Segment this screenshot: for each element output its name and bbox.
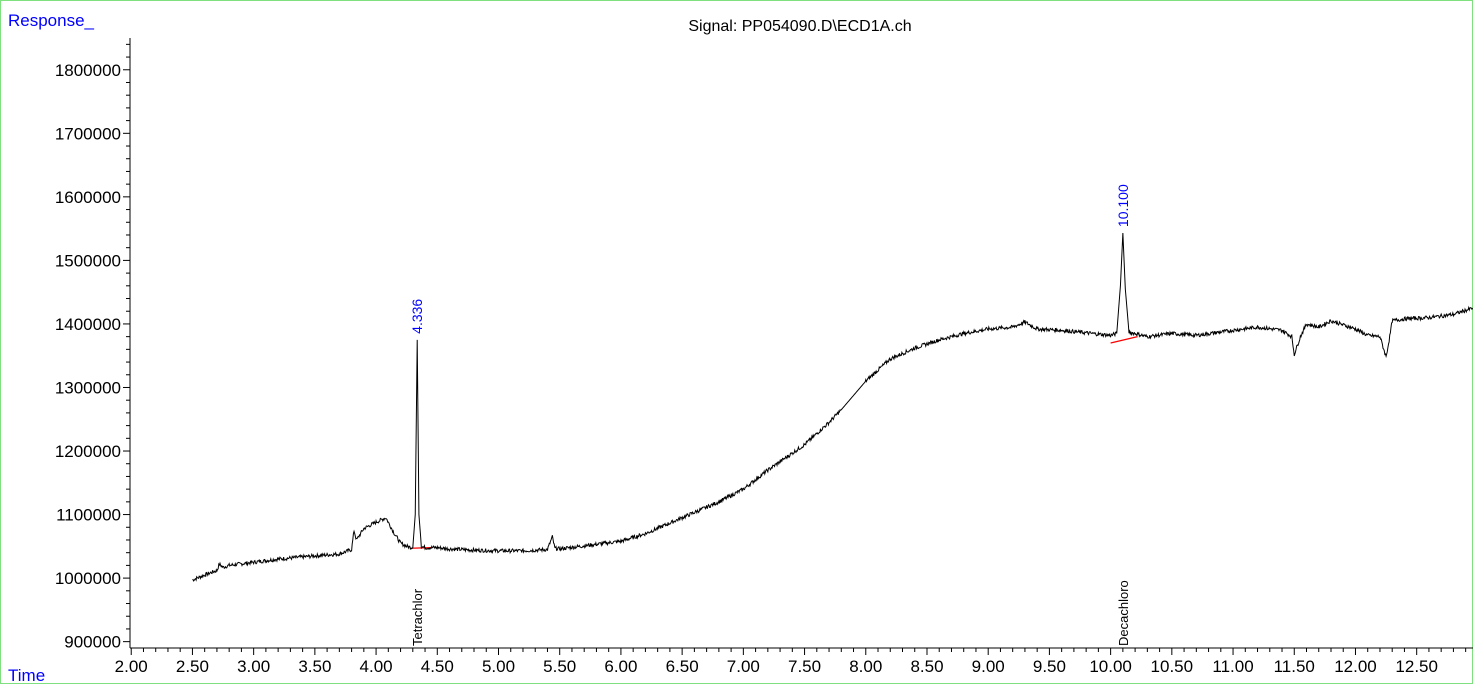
y-tick-label: 900000 [64,633,121,652]
x-tick-label: 2.50 [176,657,209,676]
y-axis-label: Response_ [8,11,95,30]
x-tick-label: 5.50 [543,657,576,676]
x-tick-label: 10.50 [1151,657,1194,676]
axes-group: 2.00 2.50 3.00 3.50 4.00 4.50 5.00 5.50 6.00 6.50… [55,38,1473,676]
y-tick-label: 1600000 [55,188,121,207]
peak-retention-time: 4.336 [409,299,425,334]
x-tick-label: 6.00 [604,657,637,676]
x-tick-label: 8.50 [910,657,943,676]
y-tick-label: 1100000 [56,506,121,525]
x-tick-label: 4.50 [421,657,454,676]
x-tick-label: 9.50 [1033,657,1066,676]
x-tick-label: 6.50 [666,657,699,676]
y-tick-label: 1200000 [55,442,121,461]
peak-compound-name: Decachloro [1116,580,1131,646]
x-tick-label: 7.00 [727,657,760,676]
baselines-group [410,336,1138,549]
y-tick-label: 1700000 [55,124,121,143]
signal-trace [192,233,1473,582]
x-tick-label: 8.00 [849,657,882,676]
x-tick-label: 9.00 [972,657,1005,676]
x-tick-label: 4.00 [360,657,393,676]
x-tick-label: 11.50 [1274,657,1315,676]
x-axis-label: Time [8,666,45,684]
integration-baseline [410,547,432,549]
x-tick-label: 12.50 [1395,657,1438,676]
x-tick-label: 10.00 [1089,657,1132,676]
x-tick-label: 3.00 [237,657,270,676]
x-tick-label: 12.00 [1334,657,1377,676]
chart-title: Signal: PP054090.D\ECD1A.ch [688,18,911,35]
x-tick-label: 2.00 [115,657,148,676]
y-tick-label: 1000000 [55,569,121,588]
peak-compound-name: Tetrachlor [410,588,425,646]
x-tick-label: 5.00 [482,657,515,676]
series-group [192,233,1473,582]
x-tick-label: 11.00 [1212,657,1253,676]
y-tick-label: 1500000 [55,251,121,270]
peak-retention-time: 10.100 [1115,184,1131,227]
x-tick-label: 7.50 [788,657,821,676]
y-tick-label: 1800000 [55,61,121,80]
y-tick-label: 1300000 [55,378,121,397]
integration-baseline [1110,336,1138,344]
x-tick-label: 3.50 [298,657,331,676]
y-tick-label: 1400000 [55,315,121,334]
peaks-group: 4.336 Tetrachlor 10.100 Decachloro [409,184,1131,646]
